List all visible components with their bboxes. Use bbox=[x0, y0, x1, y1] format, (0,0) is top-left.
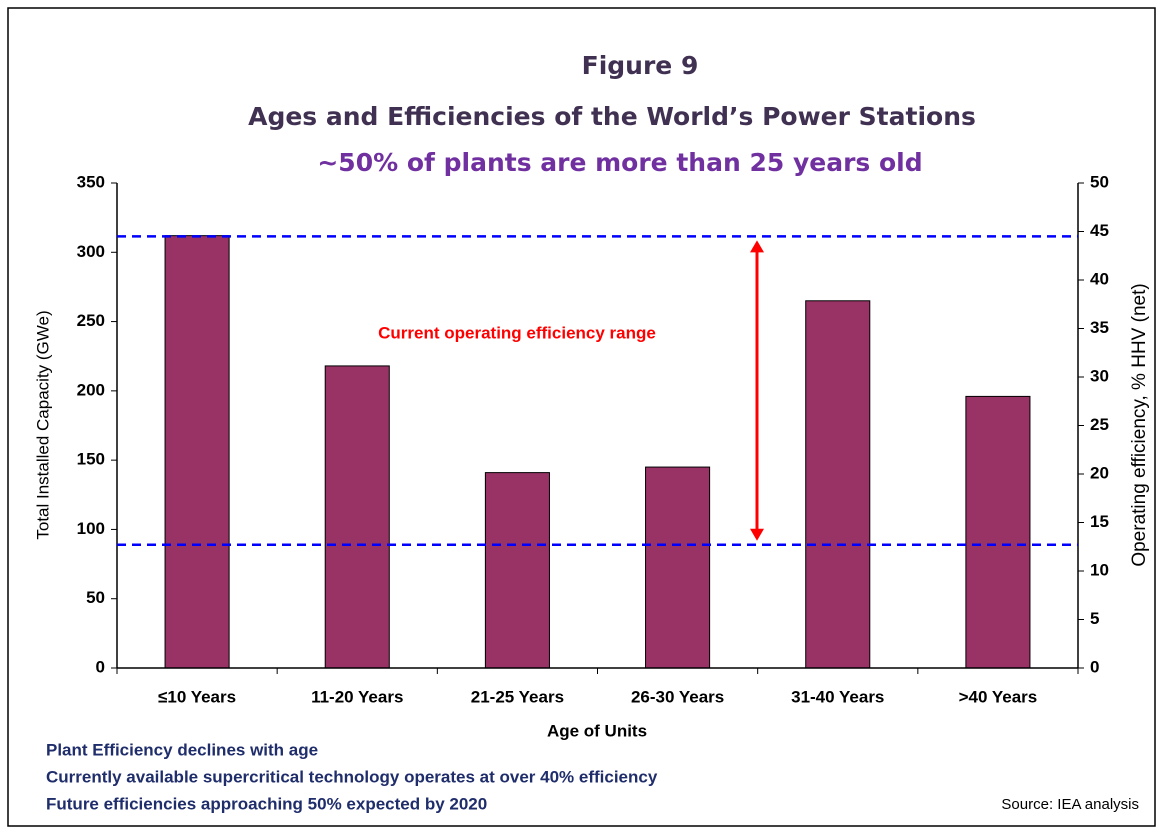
y2-tick-label: 15 bbox=[1090, 512, 1109, 531]
y2-tick-label: 45 bbox=[1090, 221, 1109, 240]
y2-axis-label: Operating efficiency, % HHV (net) bbox=[1129, 283, 1150, 566]
y-tick-label: 250 bbox=[77, 311, 105, 330]
y2-tick-label: 35 bbox=[1090, 318, 1109, 337]
annotation: Current operating efficiency range bbox=[378, 323, 656, 342]
y-tick-label: 100 bbox=[77, 519, 105, 538]
bar bbox=[324, 365, 390, 669]
y-tick-label: 200 bbox=[77, 380, 105, 399]
y-tick-label: 350 bbox=[77, 172, 105, 191]
x-tick-label: 11-20 Years bbox=[311, 687, 403, 706]
bar bbox=[805, 300, 871, 669]
y2-tick-label: 50 bbox=[1090, 172, 1109, 191]
note: Future efficiencies approaching 50% expe… bbox=[46, 794, 487, 813]
x-tick-label: 26-30 Years bbox=[631, 687, 724, 706]
y-tick-label: 150 bbox=[77, 450, 105, 469]
x-tick-label: 31-40 Years bbox=[791, 687, 884, 706]
y2-tick-label: 20 bbox=[1090, 463, 1109, 482]
bar bbox=[484, 472, 550, 669]
y-tick-label: 50 bbox=[86, 588, 105, 607]
y2-tick-label: 25 bbox=[1090, 415, 1109, 434]
x-tick-label: 21-25 Years bbox=[471, 687, 564, 706]
source: Source: IEA analysis bbox=[1001, 796, 1139, 813]
note: Plant Efficiency declines with age bbox=[46, 740, 318, 759]
x-tick-label: ≤10 Years bbox=[158, 687, 236, 706]
bar bbox=[645, 466, 711, 669]
x-tick-label: >40 Years bbox=[959, 687, 1038, 706]
x-axis-label: Age of Units bbox=[547, 721, 647, 740]
y2-tick-label: 10 bbox=[1090, 560, 1109, 579]
y-tick-label: 300 bbox=[77, 242, 105, 261]
chart-subtitle: ~50% of plants are more than 25 years ol… bbox=[317, 148, 922, 177]
note: Currently available supercritical techno… bbox=[46, 767, 658, 786]
bar bbox=[164, 235, 230, 669]
y2-tick-label: 30 bbox=[1090, 366, 1109, 385]
chart-subtitle: Ages and Efficiencies of the World’s Pow… bbox=[248, 102, 976, 131]
range-arrow bbox=[750, 240, 764, 541]
y-tick-label: 0 bbox=[96, 657, 105, 676]
frame bbox=[7, 7, 1156, 827]
y2-tick-label: 5 bbox=[1090, 609, 1099, 628]
y-axis-label: Total Installed Capacity (GWe) bbox=[33, 310, 52, 539]
y2-tick-label: 0 bbox=[1090, 657, 1099, 676]
bar bbox=[965, 395, 1031, 669]
y2-tick-label: 40 bbox=[1090, 269, 1109, 288]
chart-title: Figure 9 bbox=[582, 51, 699, 80]
